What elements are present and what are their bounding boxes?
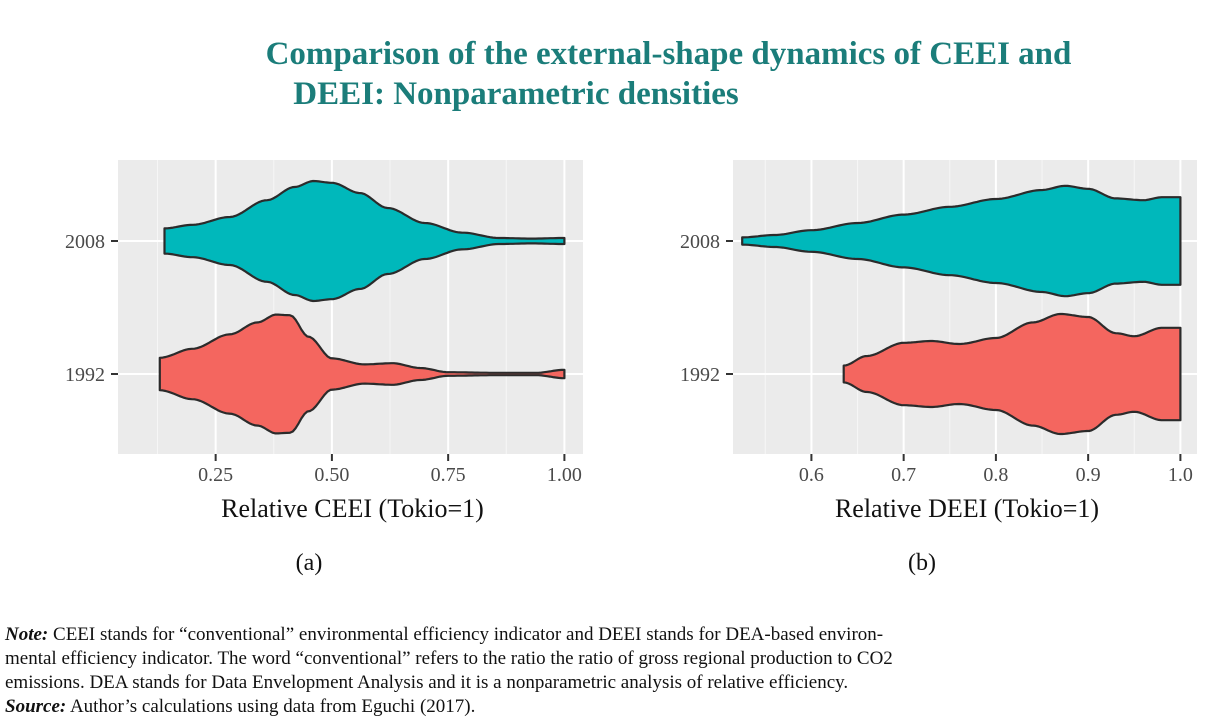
panel-b: 2008 1992 0.6 0.7 0.8 0.9 1.0 Relative DEEI (To… bbox=[680, 160, 1197, 576]
x-tick-label: 0.25 bbox=[198, 464, 233, 486]
y-tick-label: 2008 bbox=[65, 231, 105, 253]
source-line: Source: Author’s calculations using data… bbox=[5, 695, 1203, 719]
x-tick-label: 0.7 bbox=[891, 464, 916, 486]
panel-label: (b) bbox=[908, 550, 936, 576]
x-tick-label: 1.0 bbox=[1168, 464, 1193, 486]
note-line-3: emissions. DEA stands for Data Envelopme… bbox=[5, 672, 849, 693]
x-tick-label: 0.75 bbox=[431, 464, 466, 486]
figure-notes: Note: CEEI stands for “conventional” env… bbox=[5, 623, 1203, 719]
violin-2008 bbox=[741, 184, 1182, 298]
note-line-1: Note: CEEI stands for “conventional” env… bbox=[5, 623, 1203, 647]
x-tick-label: 1.00 bbox=[547, 464, 582, 486]
violin-2008 bbox=[163, 179, 566, 303]
x-axis-title: Relative CEEI (Tokio=1) bbox=[221, 494, 484, 523]
note-label: Note: bbox=[5, 624, 49, 645]
y-tick-label: 1992 bbox=[680, 364, 720, 386]
x-axis-title: Relative DEEI (Tokio=1) bbox=[835, 494, 1099, 523]
figure-title-line-1: Comparison of the external-shape dynamic… bbox=[265, 36, 1072, 72]
x-tick-label: 0.6 bbox=[799, 464, 824, 486]
violin-charts: 2008 1992 0.25 0.50 0.75 1.00 Relative CEEI (T… bbox=[65, 160, 1197, 576]
y-tick-label: 1992 bbox=[65, 364, 105, 386]
panel-label: (a) bbox=[296, 550, 323, 576]
violin-1992 bbox=[158, 313, 566, 435]
x-tick-label: 0.8 bbox=[983, 464, 1008, 486]
note-text-1: CEEI stands for “conventional” environme… bbox=[53, 624, 884, 645]
note-line-2: mental efficiency indicator. The word “c… bbox=[5, 648, 893, 669]
panel-a: 2008 1992 0.25 0.50 0.75 1.00 Relative CEEI (T… bbox=[65, 160, 583, 576]
source-label: Source: bbox=[5, 696, 67, 717]
source-text: Author’s calculations using data from Eg… bbox=[69, 696, 476, 717]
figure-title: Comparison of the external-shape dynamic… bbox=[0, 34, 1207, 114]
y-tick-label: 2008 bbox=[680, 231, 720, 253]
x-tick-label: 0.50 bbox=[314, 464, 349, 486]
figure-title-line-2: DEEI: Nonparametric densities bbox=[293, 76, 739, 112]
violin-1992 bbox=[842, 312, 1182, 436]
x-tick-label: 0.9 bbox=[1076, 464, 1101, 486]
